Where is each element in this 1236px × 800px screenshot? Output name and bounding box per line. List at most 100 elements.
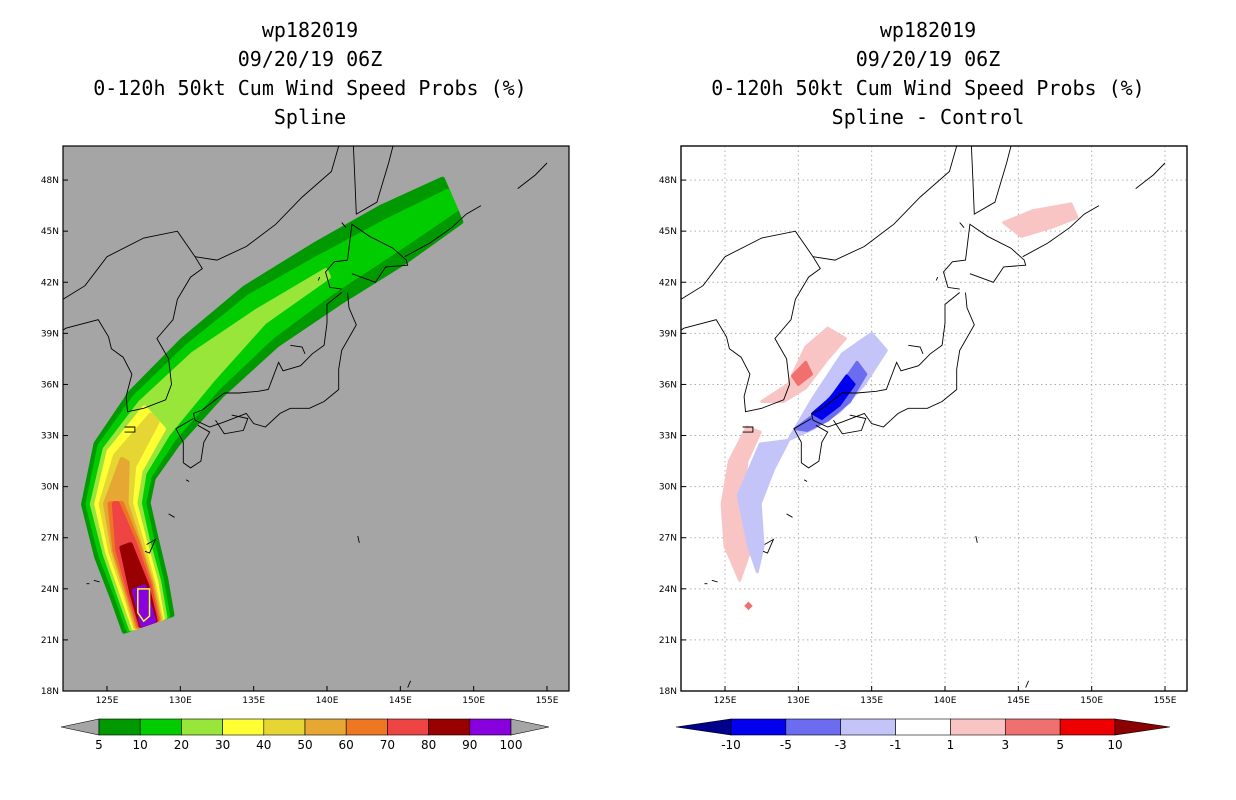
prob-core-90-100 bbox=[137, 588, 151, 623]
right-panel-title: wp182019 09/20/19 06Z 0-120h 50kt Cum Wi… bbox=[628, 16, 1228, 132]
coastline bbox=[290, 344, 306, 354]
coastline bbox=[63, 230, 203, 413]
colorbar-segment bbox=[840, 718, 896, 736]
colorbar-label: 50 bbox=[297, 738, 312, 752]
y-tick-label: 36N bbox=[41, 380, 59, 390]
colorbar-label: -10 bbox=[721, 738, 741, 752]
y-tick-label: 39N bbox=[41, 329, 59, 339]
colorbar-segment bbox=[428, 718, 471, 736]
right-storm-id: wp182019 bbox=[879, 18, 977, 42]
plot-frame-top bbox=[680, 145, 1188, 692]
y-tick-label: 42N bbox=[41, 278, 59, 288]
coastline bbox=[215, 414, 249, 435]
map-background bbox=[681, 146, 1187, 691]
y-tick-label: 30N bbox=[659, 483, 677, 493]
diff-region bbox=[1002, 202, 1079, 238]
x-tick-label: 145E bbox=[1007, 696, 1030, 706]
map-content bbox=[63, 146, 548, 688]
colorbar-overflow bbox=[510, 718, 550, 736]
x-tick-label: 145E bbox=[389, 696, 412, 706]
coastline bbox=[124, 426, 136, 433]
colorbar-label: 100 bbox=[500, 738, 523, 752]
coastline bbox=[1022, 205, 1100, 258]
colorbar-segment bbox=[950, 718, 1006, 736]
colorbar-label: -1 bbox=[890, 738, 902, 752]
coastline bbox=[1025, 680, 1030, 688]
x-tick-label: 135E bbox=[860, 696, 883, 706]
right-product: 0-120h 50kt Cum Wind Speed Probs (%) bbox=[711, 76, 1145, 100]
y-tick-label: 18N bbox=[41, 687, 59, 697]
coastline bbox=[192, 292, 357, 428]
colorbar-segment bbox=[181, 718, 223, 736]
colorbar-label: 20 bbox=[174, 738, 189, 752]
coastline bbox=[407, 680, 412, 688]
coastline bbox=[970, 146, 1012, 215]
colorbar-segment bbox=[785, 718, 842, 736]
colorbar-segment bbox=[222, 718, 265, 736]
colorbar-label: 90 bbox=[462, 738, 477, 752]
colorbar-label: 60 bbox=[339, 738, 354, 752]
colorbar-label: 5 bbox=[1056, 738, 1064, 752]
colorbar-segment bbox=[98, 718, 141, 736]
y-tick-label: 45N bbox=[659, 227, 677, 237]
x-tick-label: 135E bbox=[242, 696, 265, 706]
coastline bbox=[517, 162, 548, 189]
right-colorbar: -10 -5 -3 -1 1 3 5 10 bbox=[675, 718, 1171, 752]
coastline bbox=[681, 230, 821, 413]
colorbar-segment bbox=[345, 718, 388, 736]
left-storm-id: wp182019 bbox=[261, 18, 359, 42]
coastline bbox=[943, 223, 1027, 290]
y-tick-label: 48N bbox=[41, 176, 59, 186]
colorbar-segment bbox=[263, 718, 306, 736]
colorbar-label: 3 bbox=[1001, 738, 1009, 752]
x-tick-label: 130E bbox=[787, 696, 810, 706]
x-tick-label: 125E bbox=[96, 696, 119, 706]
x-tick-label: 150E bbox=[462, 696, 485, 706]
y-tick-label: 48N bbox=[659, 176, 677, 186]
y-tick-label: 30N bbox=[41, 483, 59, 493]
colorbar-label: -3 bbox=[835, 738, 847, 752]
y-tick-label: 36N bbox=[659, 380, 677, 390]
coastline bbox=[742, 426, 754, 433]
plot-frame bbox=[62, 145, 570, 692]
coastline bbox=[341, 222, 347, 228]
coastline bbox=[833, 414, 867, 435]
colorbar-segment bbox=[1004, 718, 1061, 736]
x-tick-label: 125E bbox=[714, 696, 737, 706]
coastline bbox=[803, 479, 808, 482]
coastline bbox=[325, 223, 409, 290]
coastline bbox=[908, 344, 924, 354]
coastline bbox=[793, 418, 829, 469]
left-colorbar: 5 10 20 30 40 50 60 70 80 90 100 bbox=[60, 718, 550, 752]
left-date: 09/20/19 06Z bbox=[237, 47, 383, 71]
coastline bbox=[93, 579, 100, 583]
colorbar-segment bbox=[139, 718, 182, 736]
right-subtitle: Spline - Control bbox=[831, 105, 1025, 129]
y-tick-label: 21N bbox=[659, 636, 677, 646]
coastline bbox=[935, 276, 939, 281]
x-tick-label: 140E bbox=[316, 696, 339, 706]
y-tick-label: 24N bbox=[41, 585, 59, 595]
colorbar-label: 30 bbox=[215, 738, 230, 752]
colorbar-segment bbox=[895, 718, 951, 736]
coastline bbox=[711, 579, 718, 583]
y-tick-label: 27N bbox=[41, 534, 59, 544]
colorbar-underflow bbox=[675, 718, 732, 736]
coastline bbox=[959, 222, 965, 228]
left-subtitle: Spline bbox=[273, 105, 347, 129]
coastline bbox=[786, 513, 793, 518]
coastline bbox=[317, 276, 321, 281]
diff-region bbox=[791, 360, 813, 386]
x-tick-label: 130E bbox=[169, 696, 192, 706]
colorbar-label: 40 bbox=[256, 738, 271, 752]
left-product: 0-120h 50kt Cum Wind Speed Probs (%) bbox=[93, 76, 527, 100]
y-tick-label: 21N bbox=[41, 636, 59, 646]
coastline bbox=[975, 535, 978, 543]
colorbar-label: 10 bbox=[133, 738, 148, 752]
colorbar-label: -5 bbox=[780, 738, 792, 752]
coastline bbox=[404, 205, 482, 258]
colorbar-segment bbox=[469, 718, 512, 736]
left-panel-title: wp182019 09/20/19 06Z 0-120h 50kt Cum Wi… bbox=[10, 16, 610, 132]
coastline bbox=[352, 146, 394, 215]
colorbar-label: 10 bbox=[1107, 738, 1122, 752]
